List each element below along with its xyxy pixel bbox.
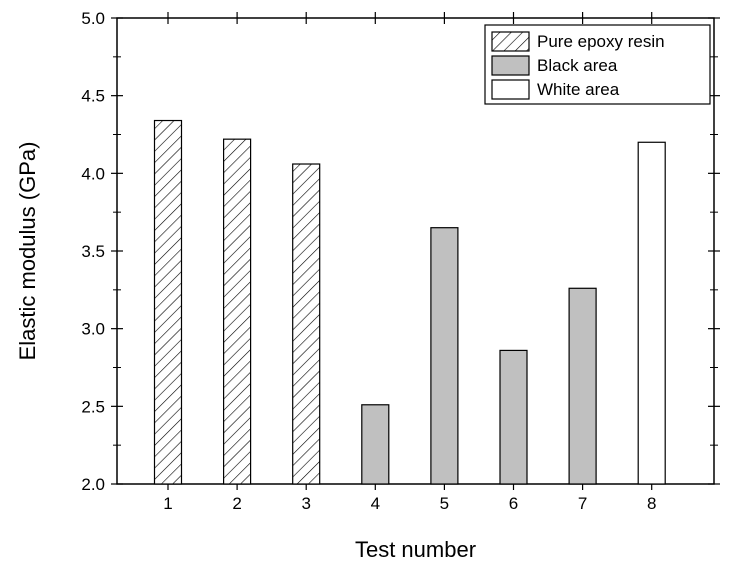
- legend-label: White area: [537, 80, 620, 99]
- y-axis-title: Elastic modulus (GPa): [15, 142, 40, 361]
- x-tick-label: 4: [371, 494, 380, 513]
- bar-test-8: [637, 141, 666, 485]
- x-axis-title: Test number: [355, 537, 476, 562]
- x-tick-label: 1: [163, 494, 172, 513]
- y-tick-label: 2.5: [81, 397, 105, 416]
- legend-label: Black area: [537, 56, 618, 75]
- x-axis-ticks: 1 2 3 4 5 6 7 8: [163, 12, 656, 513]
- legend-swatch: [491, 31, 530, 52]
- bar-test-5: [430, 227, 459, 485]
- bar-test-4: [361, 404, 390, 485]
- legend-swatch: [491, 55, 530, 76]
- bar-test-1: [153, 119, 183, 485]
- x-tick-label: 7: [578, 494, 587, 513]
- x-tick-label: 6: [509, 494, 518, 513]
- bars: [153, 119, 666, 485]
- y-tick-label: 2.0: [81, 475, 105, 494]
- y-axis-ticks: 2.0 2.5 3.0 3.5 4.0 4.5 5.0: [81, 9, 720, 494]
- y-tick-label: 3.5: [81, 242, 105, 261]
- bar-test-6: [499, 349, 528, 485]
- legend-swatch: [491, 79, 530, 100]
- legend-label: Pure epoxy resin: [537, 32, 665, 51]
- x-tick-label: 8: [647, 494, 656, 513]
- y-tick-label: 5.0: [81, 9, 105, 28]
- y-tick-label: 4.0: [81, 164, 105, 183]
- y-tick-label: 4.5: [81, 87, 105, 106]
- x-tick-label: 3: [301, 494, 310, 513]
- bar-test-7: [568, 287, 597, 485]
- x-tick-label: 5: [440, 494, 449, 513]
- bar-test-2: [223, 138, 252, 485]
- bar-test-3: [292, 163, 321, 485]
- x-tick-label: 2: [232, 494, 241, 513]
- legend: Pure epoxy resin Black area White area: [484, 24, 711, 105]
- y-tick-label: 3.0: [81, 320, 105, 339]
